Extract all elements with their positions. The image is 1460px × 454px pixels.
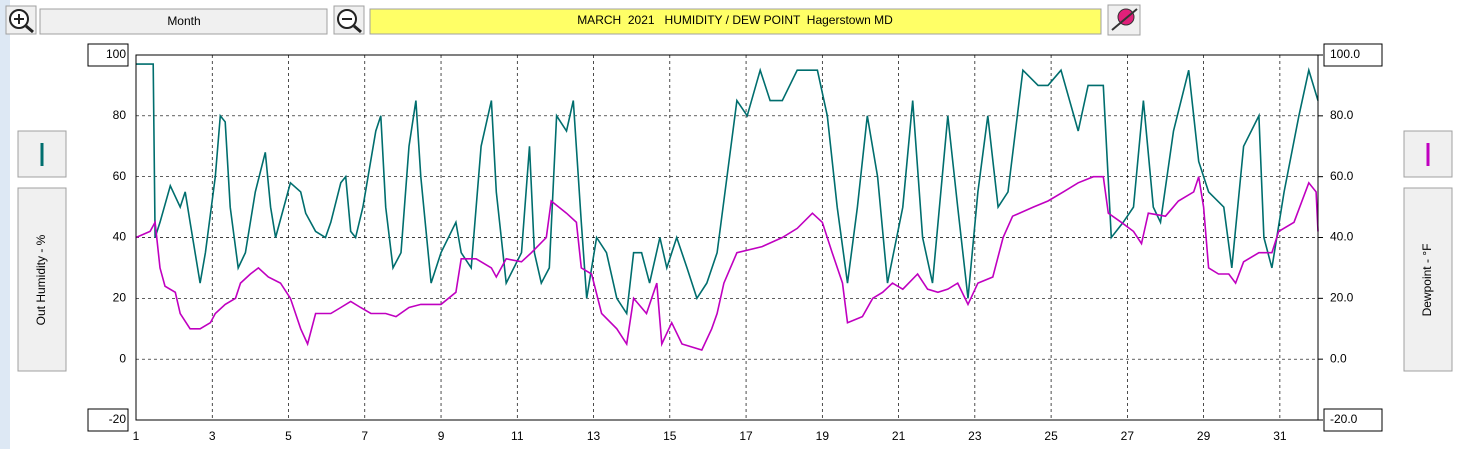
x-tick-label: 23 — [968, 429, 982, 443]
side-strip — [0, 0, 10, 449]
y2label-button[interactable] — [1403, 187, 1453, 372]
zoom-out[interactable] — [333, 5, 365, 35]
y-tick-label: -20 — [109, 412, 127, 426]
y-tick-label: 20 — [113, 291, 127, 305]
y-tick-box — [87, 408, 129, 432]
y-axis-label: Out Humidity - % — [34, 234, 48, 325]
x-tick-label: 29 — [1197, 429, 1211, 443]
period-button[interactable] — [39, 8, 328, 35]
x-tick-label: 15 — [663, 429, 677, 443]
chart-title: MARCH 2021 HUMIDITY / DEW POINT Hagersto… — [577, 13, 893, 27]
y2-tick-box — [1323, 408, 1383, 432]
y2-tick-label: 100.0 — [1330, 47, 1360, 61]
y2-axis-label: Dewpoint - °F — [1420, 244, 1434, 317]
x-tick-label: 3 — [209, 429, 216, 443]
x-tick-label: 27 — [1121, 429, 1135, 443]
x-tick-label: 21 — [892, 429, 906, 443]
x-tick-label: 25 — [1044, 429, 1058, 443]
period-label: Month — [167, 14, 200, 28]
plot-frame — [135, 54, 1319, 421]
print-icon[interactable] — [1107, 4, 1141, 36]
y-tick-label: 80 — [113, 108, 127, 122]
x-tick-label: 1 — [133, 429, 140, 443]
x-tick-label: 31 — [1273, 429, 1287, 443]
y-tick-label: 40 — [113, 230, 127, 244]
y2-tick-label: 0.0 — [1330, 351, 1347, 365]
x-tick-label: 5 — [285, 429, 292, 443]
y2-tick-label: 40.0 — [1330, 230, 1354, 244]
x-tick-label: 11 — [511, 429, 524, 443]
y-tick-label: 100 — [106, 47, 126, 61]
y2-tick-box — [1323, 43, 1383, 67]
x-tick-label: 7 — [361, 429, 368, 443]
y2-tick-label: -20.0 — [1330, 412, 1358, 426]
x-tick-label: 13 — [587, 429, 601, 443]
zoom-in[interactable] — [5, 5, 37, 35]
x-tick-label: 17 — [739, 429, 753, 443]
ylabel-button[interactable] — [17, 187, 67, 372]
series-line — [135, 175, 1319, 351]
y2-tick-label: 20.0 — [1330, 291, 1354, 305]
y-tick-label: 0 — [119, 351, 126, 365]
y2-tick-label: 80.0 — [1330, 108, 1354, 122]
y-tick-label: 60 — [113, 169, 127, 183]
y-tick-box — [87, 43, 129, 67]
title-box — [369, 8, 1102, 35]
x-tick-label: 19 — [816, 429, 830, 443]
y2-tick-label: 60.0 — [1330, 169, 1354, 183]
x-tick-label: 9 — [438, 429, 445, 443]
series-line — [136, 63, 1319, 316]
